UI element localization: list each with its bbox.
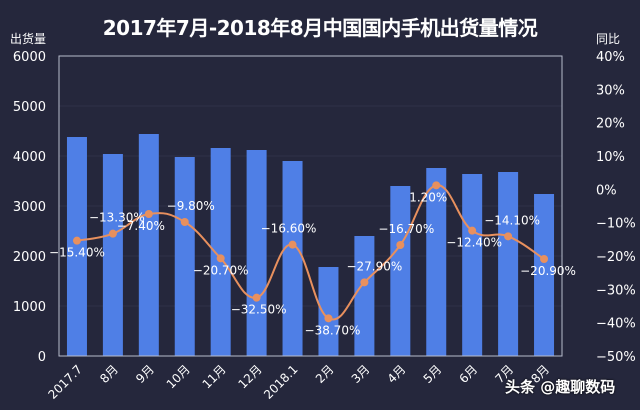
line-data-label: −16.70%: [378, 222, 434, 236]
line-point: [468, 226, 477, 235]
bar: [354, 236, 375, 356]
right-tick-label: −20%: [596, 250, 636, 265]
bar: [498, 172, 519, 356]
line-data-label: −16.60%: [261, 222, 317, 236]
left-tick-label: 4000: [13, 150, 46, 165]
line-point: [252, 293, 261, 302]
right-tick-label: 30%: [596, 83, 625, 98]
plot-frame: [58, 55, 563, 357]
line-point: [360, 278, 369, 287]
bar: [282, 161, 303, 356]
line-data-label: −13.30%: [89, 211, 145, 225]
line-point: [72, 236, 81, 245]
bar: [174, 157, 195, 356]
bar: [534, 194, 555, 356]
bar: [102, 154, 123, 356]
x-tick-label: 10月: [164, 362, 193, 391]
right-tick-label: −50%: [596, 350, 636, 365]
line-data-label: −38.70%: [305, 323, 361, 337]
line-point: [324, 314, 333, 323]
x-tick-label: 9月: [133, 362, 157, 386]
bar: [390, 186, 411, 356]
right-tick-label: −40%: [596, 317, 636, 332]
line-point: [144, 210, 153, 218]
line-data-label: −32.50%: [231, 303, 287, 317]
x-tick-label: 12月: [236, 362, 265, 391]
bar: [426, 168, 447, 356]
line-point: [396, 241, 405, 249]
x-tick-label: 2017.7: [45, 362, 85, 402]
left-tick-label: 2000: [13, 250, 46, 265]
chart-title: 2017年7月-2018年8月中国国内手机出货量情况: [102, 16, 538, 40]
bar: [138, 134, 159, 356]
left-tick-label: 3000: [13, 200, 46, 215]
bar: [462, 174, 483, 356]
x-tick-label: 2018.1: [261, 362, 301, 402]
line-data-label: 1.20%: [409, 190, 447, 204]
line-data-label: −14.10%: [484, 213, 540, 227]
line-point: [180, 218, 189, 226]
right-tick-label: −30%: [596, 283, 636, 298]
x-tick-label: 6月: [457, 362, 481, 386]
line-data-label: −12.40%: [446, 236, 502, 250]
left-tick-label: 5000: [13, 100, 46, 115]
right-tick-label: 10%: [596, 150, 625, 165]
right-tick-label: −10%: [596, 217, 636, 232]
left-tick-label: 1000: [13, 300, 46, 315]
right-tick-label: 20%: [596, 117, 625, 132]
line-point: [540, 255, 549, 263]
line-data-label: −20.70%: [193, 263, 249, 277]
x-tick-label: 8月: [97, 362, 121, 386]
yoy-line: [76, 184, 545, 321]
line-data-label: −7.40%: [117, 219, 165, 233]
x-tick-label: 3月: [349, 362, 373, 386]
x-tick-label: 11月: [200, 362, 229, 391]
line-point: [504, 232, 513, 241]
right-tick-label: 0%: [596, 183, 617, 198]
line-data-label: −9.80%: [167, 199, 215, 213]
bar: [66, 137, 87, 356]
line-data-label: −15.40%: [49, 246, 105, 260]
line-data-label: −20.90%: [520, 264, 576, 278]
bar: [210, 148, 231, 356]
left-tick-label: 0: [38, 350, 46, 365]
x-tick-label: 5月: [421, 362, 445, 386]
left-tick-label: 6000: [13, 50, 46, 65]
bar: [246, 150, 267, 356]
line-point: [108, 229, 117, 238]
line-data-label: −27.90%: [346, 259, 402, 273]
bar: [318, 267, 339, 356]
x-tick-label: 4月: [385, 362, 409, 386]
right-axis-name: 同比: [596, 32, 621, 46]
x-tick-label: 2月: [313, 362, 337, 386]
right-tick-label: 40%: [596, 50, 625, 65]
line-point: [432, 181, 441, 190]
line-point: [216, 254, 225, 263]
left-axis-name: 出货量: [10, 32, 47, 46]
watermark: 头条 @趣聊数码: [505, 378, 616, 396]
line-point: [288, 240, 297, 249]
